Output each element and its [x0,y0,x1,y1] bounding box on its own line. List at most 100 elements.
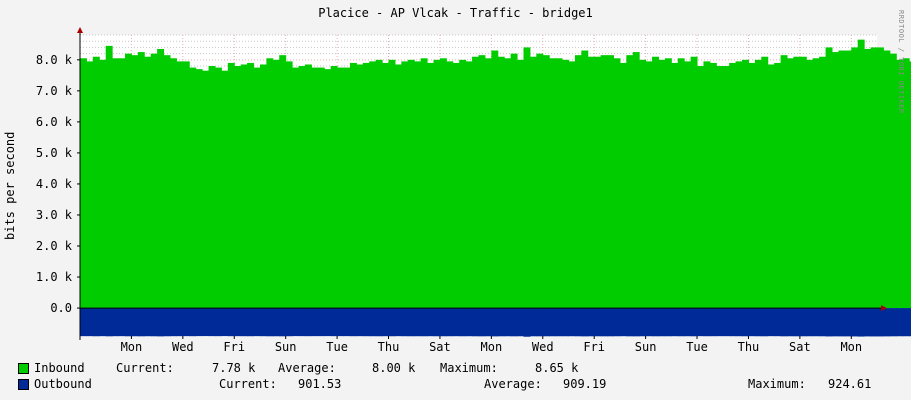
outbound-data-bar [536,308,544,337]
inbound-data-bar [697,66,704,309]
outbound-data-bar [806,308,814,337]
inbound-data-bar [176,61,184,309]
outbound-data-bar [774,308,782,337]
inbound-data-bar [857,39,865,309]
outbound-data-bar [542,308,550,337]
inbound-legend-swatch [18,363,29,374]
inbound-data-bar [639,59,647,309]
inbound-data-bar [131,55,139,309]
inbound-data-bar [292,67,300,309]
outbound-data-bar [388,308,396,337]
outbound-data-bar [427,308,435,337]
outbound-data-bar [298,308,306,337]
inbound-data-bar [491,50,499,309]
inbound-data-bar [394,64,402,309]
inbound-data-bar [658,59,666,309]
inbound-data-bar [388,59,396,309]
outbound-data-bar [703,308,711,337]
inbound-data-bar [626,55,634,309]
inbound-current-value: 7.78 k [212,361,256,375]
outbound-data-bar [349,308,357,337]
inbound-data-bar [304,64,312,309]
inbound-data-bar [311,67,319,309]
outbound-data-bar [362,308,370,337]
inbound-data-bar [780,55,788,309]
outbound-data-bar [157,308,165,337]
inbound-data-bar [806,59,814,309]
outbound-data-bar [484,308,492,337]
inbound-data-bar [549,58,557,309]
outbound-data-bar [195,308,203,337]
inbound-data-bar [382,62,390,309]
inbound-data-bar [266,58,274,309]
inbound-data-bar [446,61,454,309]
inbound-data-bar [587,56,595,309]
outbound-data-bar [324,308,332,337]
inbound-data-bar [536,53,544,309]
series-inbound [80,39,911,309]
inbound-data-bar [279,55,287,309]
outbound-data-bar [877,308,884,337]
outbound-data-bar [382,308,390,337]
y-tick-label: 2.0 k [36,239,73,253]
outbound-data-bar [266,308,274,337]
outbound-data-bar [221,308,229,337]
outbound-data-bar [825,308,833,337]
outbound-maximum-label: Maximum: [748,377,806,391]
inbound-data-bar [568,61,576,309]
outbound-legend-name: Outbound [34,377,92,391]
inbound-data-bar [452,62,460,309]
inbound-data-bar [838,50,846,309]
inbound-data-bar [189,67,197,309]
inbound-maximum-label: Maximum: [440,361,498,375]
outbound-data-bar [844,308,852,337]
outbound-data-bar [632,308,640,337]
outbound-current-label: Current: [219,377,277,391]
outbound-data-bar [414,308,422,337]
outbound-data-bar [613,308,621,337]
y-tick-label: 3.0 k [36,208,73,222]
inbound-data-bar [896,59,904,309]
outbound-data-bar [787,308,794,337]
outbound-data-bar [124,308,132,337]
outbound-data-bar [407,308,415,337]
inbound-data-bar [671,62,679,309]
outbound-data-bar [375,308,383,337]
outbound-data-bar [112,308,120,337]
axes [77,27,887,340]
outbound-data-bar [870,308,878,337]
inbound-data-bar [317,67,325,309]
x-tick-label: Tue [326,340,348,354]
inbound-data-bar [889,53,897,309]
inbound-data-bar [150,53,158,309]
inbound-data-bar [767,64,775,309]
inbound-data-bar [253,67,261,309]
inbound-data-bar [574,55,582,309]
outbound-data-bar [92,308,100,337]
outbound-data-bar [523,308,531,337]
outbound-data-bar [799,308,807,337]
outbound-data-bar [864,308,872,337]
inbound-current-label: Current: [116,361,174,375]
outbound-data-bar [439,308,447,337]
outbound-data-bar [645,308,653,337]
inbound-data-bar [735,61,743,309]
outbound-data-bar [465,308,473,337]
outbound-data-bar [587,308,595,337]
outbound-data-bar [311,308,319,337]
inbound-data-bar [581,50,589,309]
inbound-data-bar [729,62,737,309]
outbound-data-bar [369,308,377,337]
outbound-data-bar [709,308,717,337]
outbound-data-bar [227,308,235,337]
inbound-data-bar [632,52,640,309]
y-tick-label: 4.0 k [36,177,73,191]
inbound-data-bar [195,69,203,309]
outbound-data-bar [394,308,402,337]
inbound-data-bar [851,47,859,309]
outbound-data-bar [247,308,255,337]
inbound-legend-name: Inbound [34,361,85,375]
x-tick-label: Sat [429,340,451,354]
outbound-data-bar [851,308,859,337]
